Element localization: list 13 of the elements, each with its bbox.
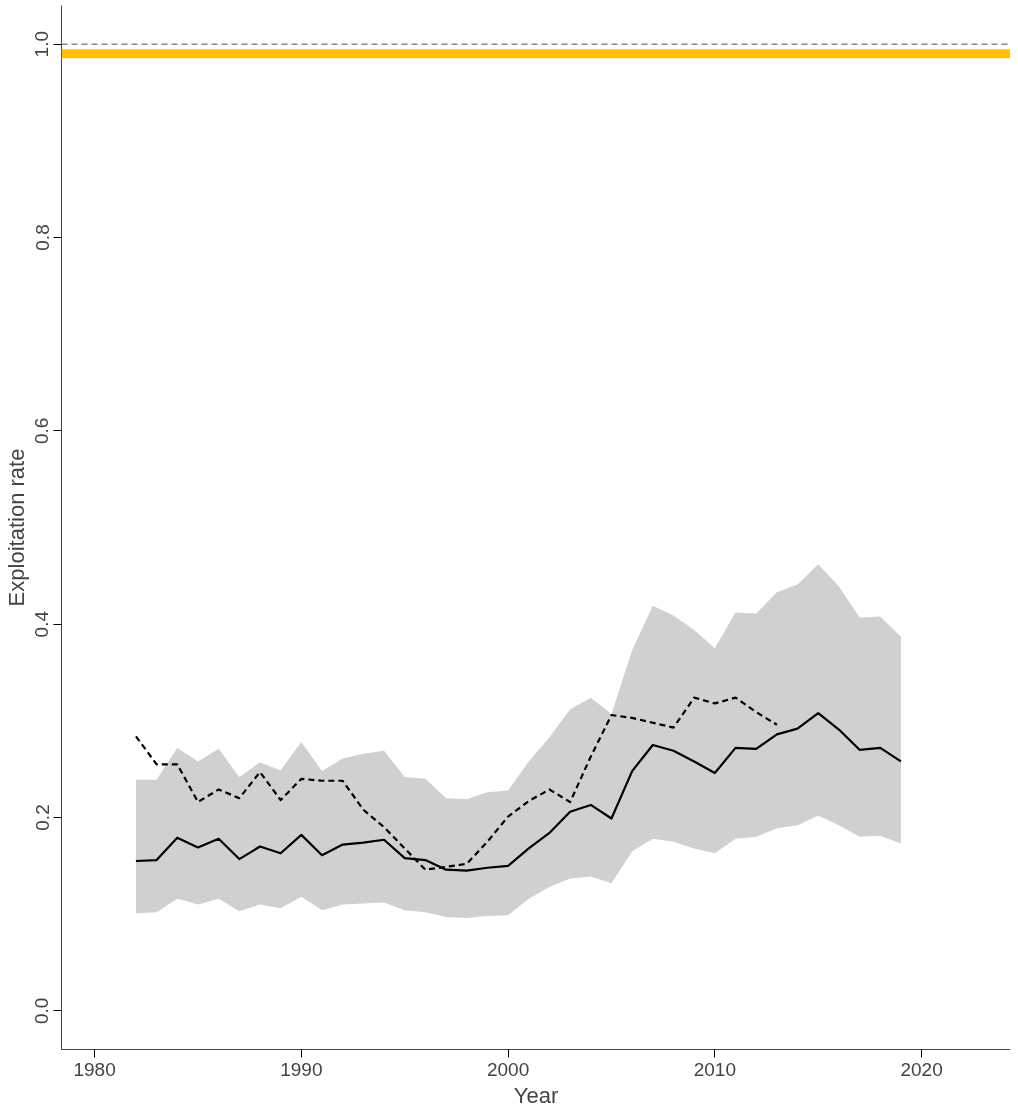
x-axis-title: Year	[513, 1082, 559, 1108]
x-tick-label: 2000	[486, 1058, 530, 1080]
y-tick-label: 0.2	[31, 804, 53, 831]
y-tick-label: 0.4	[31, 610, 53, 638]
x-tick-label: 1980	[73, 1058, 116, 1080]
y-tick-label: 1.0	[31, 30, 53, 58]
x-tick-label: 2020	[900, 1058, 943, 1080]
x-tick-label: 1990	[280, 1058, 323, 1080]
y-axis-title: Exploitation rate	[3, 448, 29, 607]
y-tick-label: 0.0	[31, 997, 53, 1025]
y-tick-label: 0.6	[31, 417, 53, 445]
x-tick-label: 2010	[693, 1058, 736, 1080]
y-tick-label: 0.8	[31, 224, 53, 251]
